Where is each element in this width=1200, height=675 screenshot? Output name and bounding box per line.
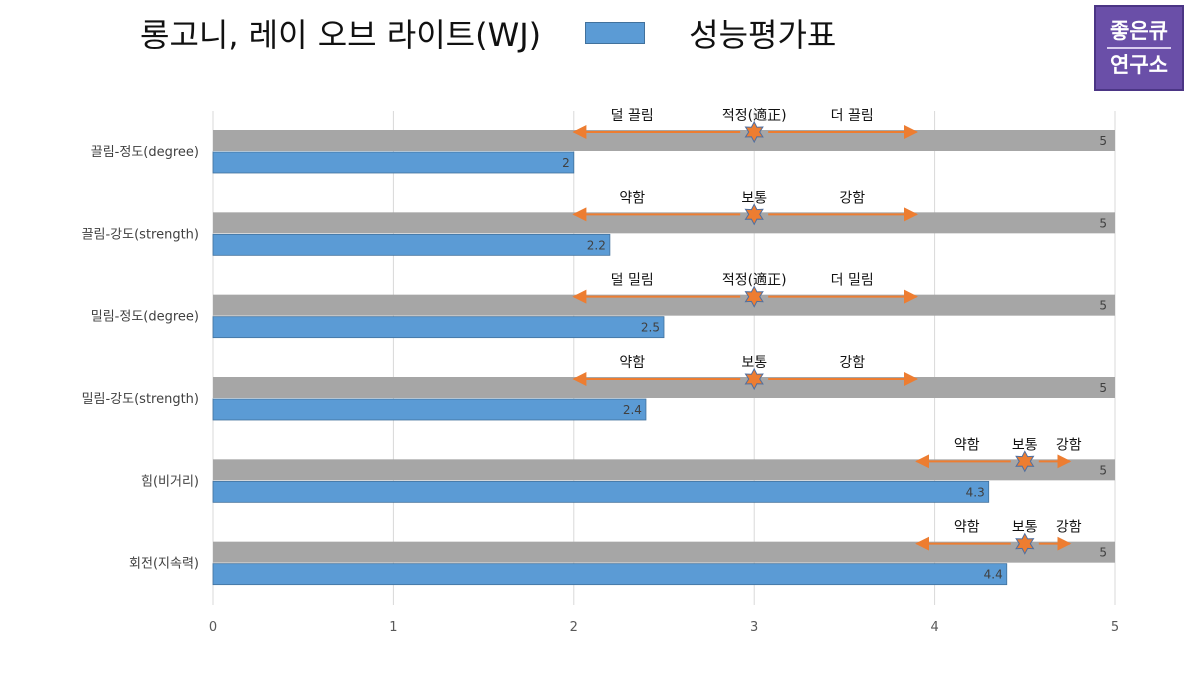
category-label: 회전(지속력) (129, 557, 199, 572)
value-data-label: 2.4 (623, 403, 642, 417)
value-bar (212, 316, 665, 339)
annotation-center-label: 적정(適正) (722, 272, 787, 289)
chart-title: 롱고니, 레이 오브 라이트(WJ) (140, 16, 542, 54)
max-data-label: 5 (1099, 546, 1107, 560)
x-tick-label: 0 (209, 620, 217, 635)
value-bar (212, 398, 647, 421)
star-marker-icon (1015, 532, 1035, 555)
star-marker-icon (744, 367, 764, 391)
x-tick-label: 4 (930, 620, 938, 635)
value-data-label: 2 (562, 156, 570, 170)
annotation-right-label: 강함 (1056, 520, 1082, 536)
value-bar (212, 151, 575, 174)
max-data-label: 5 (1099, 299, 1107, 313)
max-bar (213, 294, 1115, 316)
value-data-label: 4.4 (984, 568, 1003, 582)
logo-divider (1107, 47, 1171, 49)
annotation-right-label: 더 끌림 (831, 108, 874, 124)
annotation-left-label: 약함 (619, 355, 645, 371)
category-label: 끌림-강도(strength) (82, 227, 199, 242)
category-label: 밀림-강도(strength) (82, 392, 199, 407)
category-label: 끌림-정도(degree) (91, 145, 199, 160)
logo-line2: 연구소 (1110, 53, 1168, 77)
annotation-center-label: 적정(適正) (722, 107, 787, 124)
annotation-right-label: 강함 (1056, 437, 1082, 453)
max-bar (213, 459, 1115, 481)
logo-line1: 좋은큐 (1110, 19, 1168, 43)
value-bar (212, 233, 611, 256)
star-marker-icon (744, 285, 764, 308)
value-data-label: 4.3 (966, 485, 985, 499)
max-data-label: 5 (1099, 381, 1107, 395)
x-tick-label: 2 (570, 620, 578, 635)
chart-header: 롱고니, 레이 오브 라이트(WJ) 성능평가표 (140, 8, 836, 58)
annotation-left-label: 덜 끌림 (611, 108, 654, 124)
legend-swatch (585, 22, 646, 44)
value-data-label: 2.5 (641, 321, 660, 335)
annotation-right-label: 더 밀림 (831, 273, 874, 289)
value-bar (212, 563, 1008, 586)
star-marker-icon (1015, 450, 1035, 473)
max-data-label: 5 (1099, 463, 1107, 477)
star-marker-icon (744, 120, 764, 144)
annotation-left-label: 약함 (619, 190, 645, 206)
max-bar (213, 377, 1115, 398)
max-bar (213, 130, 1115, 151)
value-bar (212, 480, 990, 503)
category-label: 밀림-정도(degree) (91, 310, 199, 325)
annotation-left-label: 덜 밀림 (611, 273, 654, 289)
max-data-label: 5 (1099, 134, 1107, 148)
annotation-right-label: 강함 (839, 190, 865, 206)
star-marker-icon (744, 203, 764, 226)
brand-logo: 좋은큐 연구소 (1094, 5, 1184, 91)
max-bar (213, 212, 1115, 234)
annotation-right-label: 강함 (839, 355, 865, 371)
x-tick-label: 3 (750, 620, 758, 635)
category-label: 힘(비거리) (141, 474, 199, 489)
x-tick-label: 5 (1111, 620, 1119, 635)
annotation-left-label: 약함 (954, 437, 980, 453)
legend-label: 성능평가표 (689, 16, 837, 54)
annotation-left-label: 약함 (954, 520, 980, 536)
annotation-center-label: 보통 (741, 355, 767, 371)
annotation-center-label: 보통 (1012, 437, 1038, 453)
max-bar (213, 541, 1115, 563)
value-data-label: 2.2 (587, 238, 606, 252)
annotation-center-label: 보통 (1012, 520, 1038, 536)
annotation-center-label: 보통 (741, 190, 767, 206)
max-data-label: 5 (1099, 216, 1107, 230)
x-tick-label: 1 (389, 620, 397, 635)
